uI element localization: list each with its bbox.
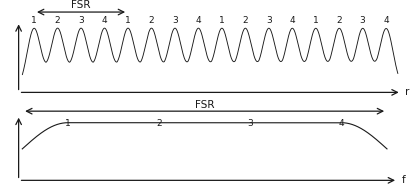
Text: 4: 4 [382, 16, 388, 25]
Text: 1: 1 [31, 16, 37, 25]
Text: 4: 4 [289, 16, 294, 25]
Text: 3: 3 [172, 16, 177, 25]
Text: 1: 1 [125, 16, 131, 25]
Text: 3: 3 [265, 16, 271, 25]
Text: FSR: FSR [71, 0, 90, 10]
Text: 2: 2 [156, 119, 161, 128]
Text: 3: 3 [247, 119, 252, 128]
Text: 1: 1 [218, 16, 224, 25]
Text: FSR: FSR [195, 100, 214, 110]
Text: 4: 4 [102, 16, 107, 25]
Text: 3: 3 [359, 16, 365, 25]
Text: 4: 4 [195, 16, 201, 25]
Text: 2: 2 [335, 16, 341, 25]
Text: 2: 2 [55, 16, 60, 25]
Text: r: r [404, 87, 409, 97]
Text: 1: 1 [312, 16, 318, 25]
Text: 2: 2 [148, 16, 154, 25]
Text: 2: 2 [242, 16, 247, 25]
Text: 1: 1 [65, 119, 71, 128]
Text: f: f [401, 175, 404, 185]
Text: 3: 3 [78, 16, 84, 25]
Text: 4: 4 [338, 119, 343, 128]
